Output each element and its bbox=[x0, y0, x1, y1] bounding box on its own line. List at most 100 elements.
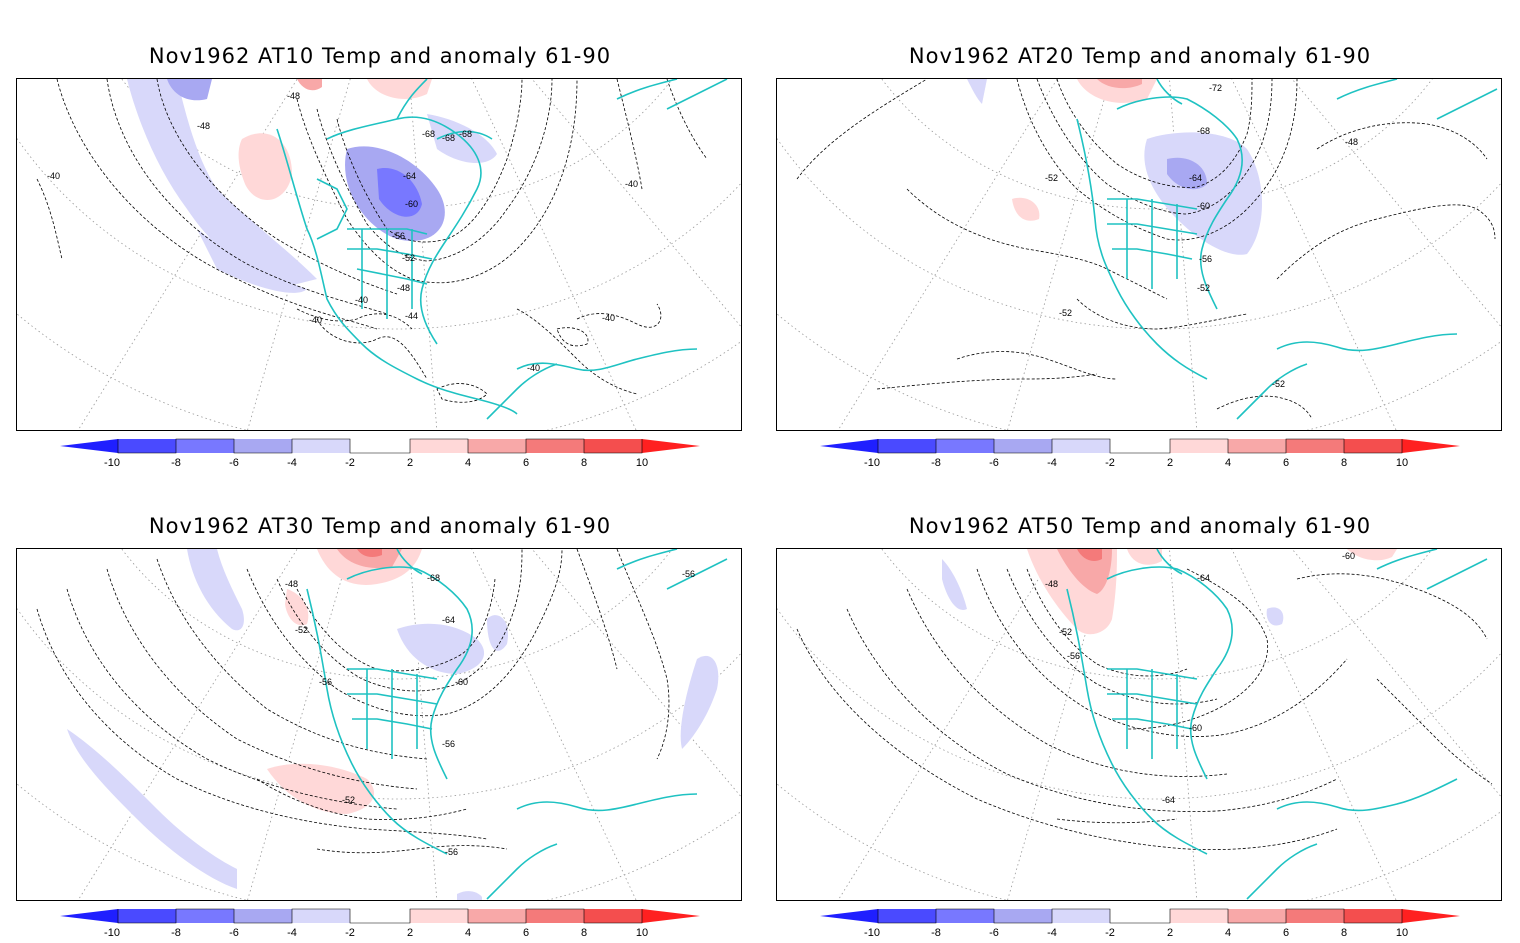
panel-at30: Nov1962 AT30 Temp and anomaly 61-90 bbox=[0, 470, 760, 940]
colorbar-tick-label: -4 bbox=[1047, 457, 1057, 468]
contour-label: -40 bbox=[527, 363, 540, 373]
colorbar-tick-label: -2 bbox=[345, 927, 355, 938]
contour-label: -40 bbox=[602, 313, 615, 323]
panel-at50: Nov1962 AT50 Temp and anomaly 61-90 bbox=[760, 470, 1520, 940]
contour-label: -68 bbox=[459, 129, 472, 139]
colorbar-tick-label: 2 bbox=[1167, 457, 1173, 468]
contour-label: -48 bbox=[285, 579, 298, 589]
colorbar-tick-label: 8 bbox=[1341, 927, 1347, 938]
contour-label: -52 bbox=[295, 625, 308, 635]
colorbar-tick-label: 2 bbox=[1167, 927, 1173, 938]
contour-label: -68 bbox=[427, 573, 440, 583]
contour-label: -56 bbox=[682, 569, 695, 579]
contour-labels: -48 -48 -40 -68 -68 -68 -64 -60 -56 -52 … bbox=[47, 91, 638, 373]
contour-label: -40 bbox=[309, 315, 322, 325]
map-at10: -48 -48 -40 -68 -68 -68 -64 -60 -56 -52 … bbox=[16, 78, 742, 431]
coastlines bbox=[1066, 549, 1488, 900]
anomaly-shading bbox=[67, 549, 719, 900]
contour-labels: -72 -68 -48 -52 -64 -60 -56 -52 -52 -52 bbox=[1045, 83, 1358, 389]
contour-label: -64 bbox=[403, 171, 416, 181]
contour-label: -60 bbox=[405, 199, 418, 209]
contour-label: -48 bbox=[197, 121, 210, 131]
colorbar-tick-label: 4 bbox=[465, 457, 471, 468]
contour-label: -48 bbox=[287, 91, 300, 101]
contour-label: -56 bbox=[1067, 651, 1080, 661]
contour-label: -56 bbox=[319, 677, 332, 687]
colorbar-tick-label: 8 bbox=[581, 457, 587, 468]
colorbar-tick-label: -10 bbox=[104, 457, 120, 468]
colorbar-tick-label: -2 bbox=[1105, 927, 1115, 938]
colorbar-tick-label: 8 bbox=[581, 927, 587, 938]
contour-label: -64 bbox=[1189, 173, 1202, 183]
anomaly-shading bbox=[127, 79, 497, 293]
graticule bbox=[17, 79, 741, 430]
anomaly-shading bbox=[967, 79, 1262, 255]
contours bbox=[796, 79, 1496, 420]
contour-label: -56 bbox=[392, 231, 405, 241]
colorbar-tick-label: 10 bbox=[1396, 927, 1408, 938]
contour-label: -56 bbox=[442, 739, 455, 749]
coastlines bbox=[276, 79, 728, 420]
contour-label: -52 bbox=[1197, 283, 1210, 293]
graticule bbox=[777, 79, 1501, 430]
contour-label: -52 bbox=[402, 253, 415, 263]
contour-labels: -48 -68 -56 -52 -64 -56 -60 -56 -52 -56 bbox=[285, 569, 695, 857]
colorbar-tick-label: -6 bbox=[989, 927, 999, 938]
contour-label: -60 bbox=[1189, 723, 1202, 733]
colorbar-tick-label: -8 bbox=[931, 927, 941, 938]
coastlines bbox=[306, 549, 728, 900]
colorbar-tick-label: -10 bbox=[864, 927, 880, 938]
contours bbox=[36, 549, 670, 854]
colorbar-tick-label: -6 bbox=[989, 457, 999, 468]
contour-label: -52 bbox=[1045, 173, 1058, 183]
colorbar-tick-label: -2 bbox=[1105, 457, 1115, 468]
panel-at20: Nov1962 AT20 Temp and anomaly 61-90 bbox=[760, 0, 1520, 470]
panel-title: Nov1962 AT30 Temp and anomaly 61-90 bbox=[148, 514, 612, 538]
colorbar: -10 -8 -6 -4 -2 2 4 6 8 10 bbox=[60, 908, 700, 939]
colorbar-tick-label: -4 bbox=[287, 927, 297, 938]
colorbar-tick-label: 6 bbox=[1283, 927, 1289, 938]
colorbar-tick-label: -8 bbox=[171, 927, 181, 938]
colorbar-tick-label: 2 bbox=[407, 457, 413, 468]
colorbar-tick-label: -6 bbox=[229, 927, 239, 938]
contour-label: -60 bbox=[455, 677, 468, 687]
colorbar-tick-label: 4 bbox=[1225, 457, 1231, 468]
panel-at10: Nov1962 AT10 Temp and anomaly 61-90 bbox=[0, 0, 760, 470]
colorbar-tick-label: -4 bbox=[287, 457, 297, 468]
panel-title: Nov1962 AT10 Temp and anomaly 61-90 bbox=[148, 44, 612, 68]
colorbar-tick-label: 8 bbox=[1341, 457, 1347, 468]
colorbar: -10 -8 -6 -4 -2 2 4 6 8 10 bbox=[820, 908, 1460, 939]
coastlines bbox=[1076, 79, 1498, 420]
contour-label: -64 bbox=[1197, 573, 1210, 583]
map-at20: -72 -68 -48 -52 -64 -60 -56 -52 -52 -52 bbox=[776, 78, 1502, 431]
contour-labels: -48 -64 -60 -52 -56 -60 -64 bbox=[1045, 551, 1355, 805]
colorbar-tick-label: 2 bbox=[407, 927, 413, 938]
contour-label: -72 bbox=[1209, 83, 1222, 93]
graticule bbox=[17, 549, 741, 900]
colorbar-tick-label: 6 bbox=[1283, 457, 1289, 468]
contours bbox=[796, 568, 1493, 851]
colorbar-tick-label: -8 bbox=[171, 457, 181, 468]
colorbar: -10 -8 -6 -4 -2 2 4 6 8 10 bbox=[60, 438, 700, 469]
panel-title: Nov1962 AT20 Temp and anomaly 61-90 bbox=[908, 44, 1372, 68]
contour-label: -40 bbox=[47, 171, 60, 181]
contour-label: -64 bbox=[442, 615, 455, 625]
colorbar-tick-label: -4 bbox=[1047, 927, 1057, 938]
contour-label: -48 bbox=[1345, 137, 1358, 147]
graticule bbox=[777, 549, 1501, 900]
contour-label: -48 bbox=[397, 283, 410, 293]
contour-label: -52 bbox=[1059, 627, 1072, 637]
colorbar-tick-label: 10 bbox=[636, 457, 648, 468]
contour-label: -44 bbox=[405, 311, 418, 321]
contour-label: -68 bbox=[442, 133, 455, 143]
contour-label: -52 bbox=[1272, 379, 1285, 389]
contour-label: -52 bbox=[342, 795, 355, 805]
colorbar-tick-label: -6 bbox=[229, 457, 239, 468]
panel-title: Nov1962 AT50 Temp and anomaly 61-90 bbox=[908, 514, 1372, 538]
contour-label: -56 bbox=[445, 847, 458, 857]
colorbar-tick-label: 6 bbox=[523, 927, 529, 938]
colorbar-tick-label: 10 bbox=[1396, 457, 1408, 468]
colorbar-tick-label: -10 bbox=[864, 457, 880, 468]
anomaly-shading bbox=[942, 549, 1397, 635]
colorbar-tick-label: 10 bbox=[636, 927, 648, 938]
